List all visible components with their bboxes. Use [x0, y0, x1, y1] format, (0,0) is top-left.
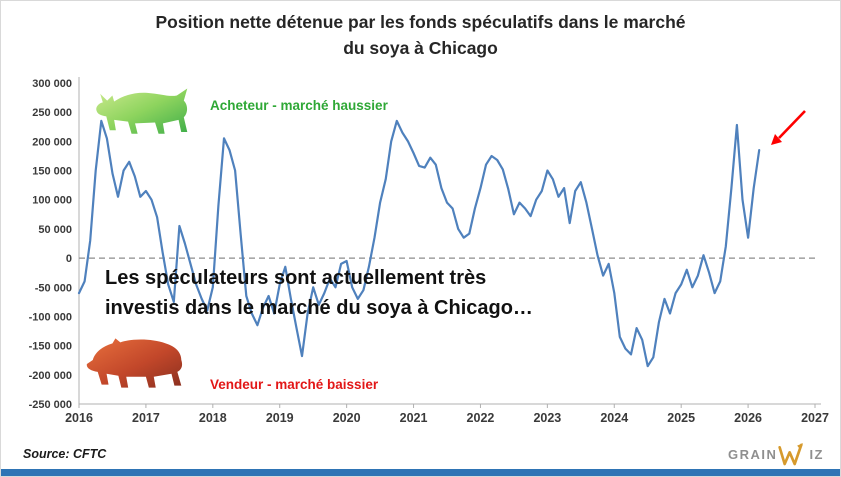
chart-annotation: Les spéculateurs sont actuellement très …	[105, 263, 533, 323]
net-position-line	[77, 119, 761, 368]
y-tick-label: 300 000	[32, 78, 72, 90]
annotation-line-1: Les spéculateurs sont actuellement très	[105, 267, 487, 289]
title-line-1: Position nette détenue par les fonds spé…	[155, 12, 686, 32]
x-tick-label: 2027	[801, 411, 829, 425]
logo-suffix: IZ	[809, 447, 824, 462]
y-tick-label: 150 000	[32, 166, 72, 178]
bull-legend-label: Acheteur - marché haussier	[210, 98, 388, 113]
bull-icon	[96, 88, 188, 134]
logo-prefix: GRAIN	[728, 447, 778, 462]
x-tick-label: 2024	[600, 411, 628, 425]
source-label: Source: CFTC	[23, 447, 107, 461]
grainwiz-logo: GRAIN IZ	[728, 442, 824, 466]
y-tick-label: 250 000	[32, 107, 72, 119]
y-tick-label: 0	[66, 253, 72, 265]
y-tick-label: 100 000	[32, 195, 72, 207]
y-tick-label: -150 000	[29, 341, 72, 353]
trend-arrow-icon	[771, 110, 806, 145]
annotation-line-2: investis dans le marché du soya à Chicag…	[105, 297, 533, 319]
x-tick-label: 2018	[199, 411, 227, 425]
x-tick-label: 2019	[266, 411, 294, 425]
bottom-accent-bar	[1, 469, 840, 476]
y-tick-label: -100 000	[29, 311, 72, 323]
wheat-w-arrow-icon	[778, 443, 804, 466]
x-tick-label: 2017	[132, 411, 160, 425]
x-tick-label: 2023	[533, 411, 561, 425]
x-tick-label: 2022	[467, 411, 495, 425]
x-tick-label: 2021	[400, 411, 428, 425]
y-tick-label: 200 000	[32, 136, 72, 148]
x-tick-label: 2026	[734, 411, 762, 425]
x-tick-label: 2025	[667, 411, 695, 425]
bear-icon	[86, 338, 183, 388]
x-tick-label: 2016	[65, 411, 93, 425]
bear-legend-label: Vendeur - marché baissier	[210, 377, 379, 392]
page-title: Position nette détenue par les fonds spé…	[1, 9, 840, 61]
title-line-2: du soya à Chicago	[343, 38, 498, 58]
x-tick-label: 2020	[333, 411, 361, 425]
y-tick-label: 50 000	[38, 224, 72, 236]
y-tick-label: -50 000	[35, 282, 72, 294]
y-tick-label: -250 000	[29, 399, 72, 411]
y-tick-label: -200 000	[29, 370, 72, 382]
